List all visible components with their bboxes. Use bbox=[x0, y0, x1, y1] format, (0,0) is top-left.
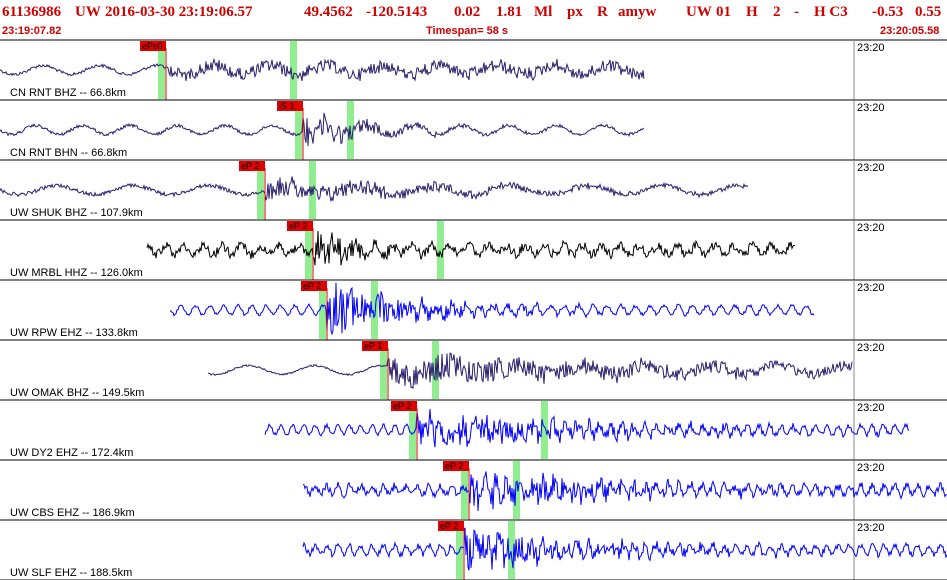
window-end-time: 23:20:05.58 bbox=[880, 25, 940, 37]
waveform-trace bbox=[207, 352, 853, 390]
event-magnitude-type: Ml bbox=[534, 4, 553, 20]
analysis-window-marker bbox=[158, 41, 165, 99]
phase-pick-label: eP 2 bbox=[289, 221, 307, 231]
time-tick-label: 23:20 bbox=[857, 162, 885, 174]
waveform-trace bbox=[302, 527, 947, 571]
station-label: CN RNT BHZ -- 66.8km bbox=[10, 87, 126, 99]
event-network: UW bbox=[75, 4, 101, 20]
analysis-window-marker bbox=[380, 341, 387, 399]
waveform-trace bbox=[264, 408, 910, 448]
phase-pick-box bbox=[277, 101, 303, 111]
waveform-trace bbox=[0, 176, 748, 202]
phase-pick-label: eP 2 bbox=[241, 161, 259, 171]
phase-pick-box bbox=[301, 281, 327, 291]
time-tick-label: 23:20 bbox=[857, 402, 885, 414]
analysis-window-marker bbox=[290, 41, 297, 99]
analysis-window-marker bbox=[409, 401, 416, 459]
event-magnitude: 1.81 bbox=[496, 4, 523, 20]
event-version: 01 bbox=[716, 4, 731, 20]
time-tick-label: 23:20 bbox=[857, 222, 885, 234]
waveform-trace bbox=[0, 57, 645, 82]
station-label: UW SHUK BHZ -- 107.9km bbox=[10, 207, 143, 219]
phase-pick-label: eP 2 bbox=[440, 521, 458, 531]
event-dash: - bbox=[794, 4, 799, 20]
phase-pick-box bbox=[140, 41, 166, 51]
analysis-window-marker bbox=[319, 281, 326, 339]
event-value-2: 0.55 bbox=[915, 4, 942, 20]
event-source: UW bbox=[686, 4, 712, 20]
waveform-trace bbox=[146, 230, 796, 266]
window-start-time: 23:19:07.82 bbox=[2, 25, 62, 37]
waveform-trace bbox=[0, 112, 645, 147]
event-value-1: -0.53 bbox=[872, 4, 904, 20]
station-label: UW RPW EHZ -- 133.8km bbox=[10, 327, 138, 339]
phase-pick-box bbox=[438, 521, 464, 531]
phase-pick-label: iS 1 bbox=[279, 101, 295, 111]
phase-pick-label: eP 1 bbox=[364, 341, 382, 351]
time-tick-label: 23:20 bbox=[857, 282, 885, 294]
event-datetime: 2016-03-30 23:19:06.57 bbox=[105, 4, 253, 20]
phase-pick-label: eP 2 bbox=[445, 461, 463, 471]
station-label: UW OMAK BHZ -- 149.5km bbox=[10, 387, 144, 399]
event-type: px bbox=[567, 4, 583, 20]
phase-pick-box bbox=[443, 461, 469, 471]
analysis-window-marker bbox=[371, 281, 378, 339]
time-tick-label: 23:20 bbox=[857, 522, 885, 534]
station-label: CN RNT BHN -- 66.8km bbox=[10, 147, 127, 159]
waveform-trace bbox=[302, 471, 947, 511]
station-label: UW DY2 EHZ -- 172.4km bbox=[10, 447, 133, 459]
analysis-window-marker bbox=[508, 521, 515, 579]
waveform-trace bbox=[169, 282, 815, 336]
event-longitude: -120.5143 bbox=[366, 4, 428, 20]
event-id: 61136986 bbox=[2, 4, 62, 20]
station-label: UW SLF EHZ -- 188.5km bbox=[10, 567, 132, 579]
phase-pick-label: eP 2 bbox=[303, 281, 321, 291]
event-author: amyw bbox=[618, 4, 657, 20]
event-flag: H bbox=[746, 4, 758, 20]
station-label: UW CBS EHZ -- 186.9km bbox=[10, 507, 135, 519]
event-hc: H C3 bbox=[814, 4, 848, 20]
phase-pick-label: eP 2 bbox=[393, 401, 411, 411]
time-window-bar: 23:19:07.82 Timespan= 58 s 23:20:05.58 bbox=[0, 24, 947, 38]
event-latitude: 49.4562 bbox=[304, 4, 353, 20]
event-depth: 0.02 bbox=[454, 4, 481, 20]
event-summary-line: 61136986 UW 2016-03-30 23:19:06.57 49.45… bbox=[0, 0, 947, 24]
station-label: UW MRBL HHZ -- 126.0km bbox=[10, 267, 143, 279]
event-count: 2 bbox=[773, 4, 781, 20]
time-tick-label: 23:20 bbox=[857, 342, 885, 354]
phase-pick-box bbox=[391, 401, 417, 411]
time-tick-label: 23:20 bbox=[857, 42, 885, 54]
window-timespan: Timespan= 58 s bbox=[426, 25, 509, 37]
phase-pick-box bbox=[362, 341, 388, 351]
analysis-window-marker bbox=[437, 221, 444, 279]
phase-pick-label: ePs0 bbox=[142, 41, 163, 51]
event-header: 61136986 UW 2016-03-30 23:19:06.57 49.45… bbox=[0, 0, 947, 40]
analysis-window-marker bbox=[513, 461, 520, 519]
analysis-window-marker bbox=[541, 401, 548, 459]
time-tick-label: 23:20 bbox=[857, 102, 885, 114]
phase-pick-box bbox=[239, 161, 265, 171]
phase-pick-box bbox=[287, 221, 313, 231]
analysis-window-marker bbox=[295, 101, 302, 159]
analysis-window-marker bbox=[305, 221, 312, 279]
analysis-window-marker bbox=[257, 161, 264, 219]
event-review-flag: R bbox=[597, 4, 608, 20]
time-tick-label: 23:20 bbox=[857, 462, 885, 474]
